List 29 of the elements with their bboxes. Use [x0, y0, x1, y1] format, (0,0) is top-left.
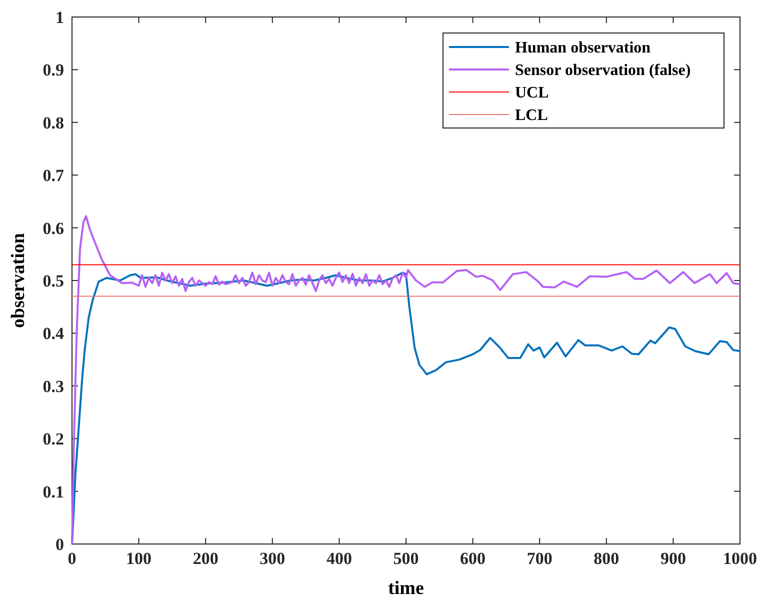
y-tick-label: 0.2	[42, 430, 64, 449]
x-tick-label: 100	[126, 549, 152, 568]
legend-label: UCL	[515, 84, 549, 102]
x-tick-label: 800	[594, 549, 620, 568]
legend-label: Human observation	[515, 40, 651, 57]
x-tick-label: 1000	[723, 549, 757, 568]
x-tick-label: 700	[526, 549, 552, 568]
x-tick-label: 300	[260, 549, 286, 568]
legend-label: LCL	[515, 107, 548, 124]
x-tick-label: 500	[393, 549, 419, 568]
x-tick-label: 0	[68, 549, 76, 568]
y-tick-label: 0.5	[42, 271, 64, 290]
y-tick-label: 0.4	[42, 324, 64, 344]
y-tick-label: 0.9	[42, 60, 64, 80]
y-tick-label: 0.3	[42, 376, 64, 396]
legend-label: Sensor observation (false)	[515, 62, 691, 80]
y-tick-label: 0.7	[42, 166, 64, 186]
y-tick-label: 0.1	[42, 482, 64, 502]
x-tick-label: 200	[192, 549, 218, 568]
x-tick-label: 400	[326, 549, 352, 568]
x-axis-title: time	[388, 578, 424, 599]
y-tick-label: 0.6	[42, 218, 64, 238]
x-tick-label: 600	[460, 549, 486, 568]
y-tick-label: 0.8	[42, 113, 64, 132]
line-series	[71, 215, 741, 545]
x-tick-label: 900	[660, 549, 686, 568]
y-tick-label: 1	[56, 8, 64, 27]
y-tick-label: 0	[56, 534, 64, 554]
y-axis-title: observation	[8, 232, 29, 328]
